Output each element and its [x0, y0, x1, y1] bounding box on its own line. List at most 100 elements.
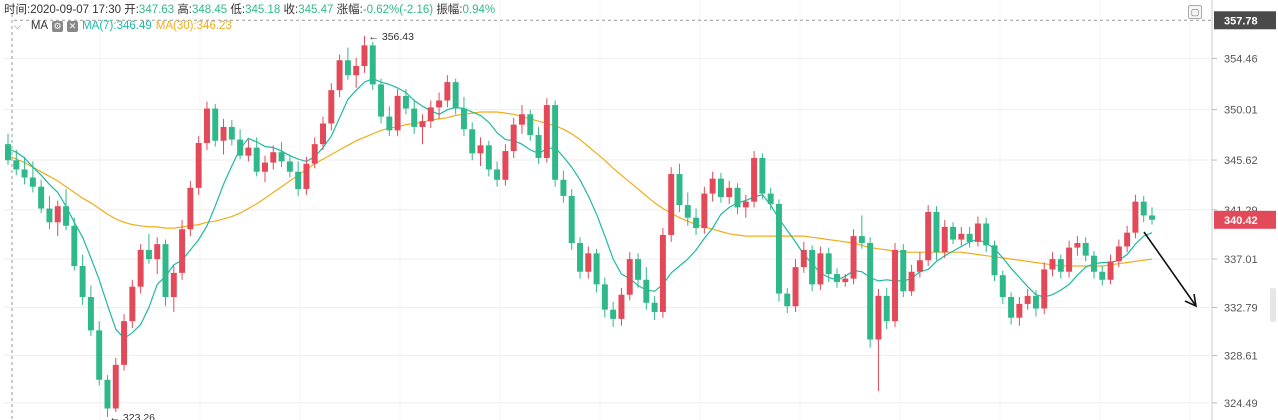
candle-body	[436, 100, 443, 108]
candle-body	[577, 243, 583, 272]
close-icon[interactable]: ✕	[67, 20, 79, 32]
candle-body	[121, 321, 128, 365]
annotations: ← 356.43 ← 323.26	[109, 31, 1198, 420]
candle-body	[618, 294, 625, 319]
candle-body	[734, 187, 741, 208]
candle-body	[1032, 295, 1039, 309]
chevron-down-icon[interactable]: ⌵	[14, 20, 21, 31]
candle-body	[1107, 261, 1114, 280]
candle-body	[933, 211, 940, 253]
candle-body	[958, 233, 965, 240]
candle-body	[29, 177, 36, 187]
candle-body	[336, 60, 343, 91]
candle-body	[328, 90, 335, 124]
ma-label: MA	[30, 20, 49, 32]
candle-body	[361, 45, 368, 67]
candle-body	[701, 193, 708, 229]
axis-tick-label: 354.46	[1224, 53, 1258, 65]
ma7-polyline	[7, 78, 1153, 340]
candle-body	[369, 45, 376, 85]
candle-body	[1066, 247, 1073, 272]
ma7-line	[7, 78, 1153, 340]
candle-body	[79, 265, 86, 298]
candle-body	[195, 143, 202, 188]
candle-body	[1074, 243, 1081, 248]
axis-tick-label: 345.62	[1224, 155, 1258, 167]
candle-body	[278, 152, 285, 162]
candle-body	[784, 293, 791, 307]
candle-body	[568, 195, 575, 244]
candle-body	[552, 105, 559, 180]
candle-body	[1149, 215, 1155, 220]
candle-body	[543, 105, 550, 158]
candle-body	[999, 275, 1006, 298]
candle-body	[1124, 232, 1131, 247]
candle-body	[145, 249, 152, 260]
candle-body	[494, 169, 501, 180]
ohlc-info-bar: 时间:2020-09-07 17:30 开:347.63 高:348.45 低:…	[4, 1, 495, 17]
candle-body	[800, 249, 807, 268]
candle-body	[775, 203, 782, 294]
axis-tick-label: 332.79	[1224, 302, 1258, 314]
candle-body	[676, 174, 683, 206]
candle-body	[892, 249, 898, 322]
candle-body	[726, 187, 733, 198]
candle-body	[502, 151, 509, 180]
candle-body	[834, 274, 840, 283]
candle-body	[850, 236, 857, 279]
open-value: 347.63	[138, 4, 175, 16]
axis-scroll-handle[interactable]	[1270, 288, 1276, 322]
candle-body	[966, 233, 973, 242]
candle-body	[908, 271, 915, 292]
open-label: 开:	[124, 4, 139, 16]
candle-body	[220, 126, 227, 141]
candle-body	[386, 116, 393, 131]
candle-body	[983, 223, 990, 246]
low-label: 低:	[230, 4, 246, 16]
time-value: 2020-09-07 17:30	[30, 4, 122, 16]
top-price-box	[1214, 11, 1276, 30]
candle-body	[817, 253, 824, 285]
top-price-label: 357.78	[1224, 15, 1258, 27]
candle-body	[112, 364, 119, 409]
candle-body	[518, 114, 525, 125]
expand-icon[interactable]: ▢	[1188, 5, 1202, 19]
change-label: 涨幅:	[336, 4, 363, 16]
candle-body	[96, 330, 103, 380]
candle-body	[154, 244, 161, 260]
candle-body	[187, 187, 194, 230]
candle-body	[1008, 297, 1015, 318]
candle-body	[427, 107, 434, 122]
candle-body	[610, 309, 617, 319]
grid-lines	[4, 0, 1212, 420]
candle-body	[635, 259, 642, 280]
trend-arrow-head	[1184, 293, 1198, 308]
candle-body	[104, 379, 111, 409]
candle-body	[659, 234, 666, 312]
candle-body	[593, 253, 600, 285]
candle-body	[245, 147, 252, 156]
ma7-value: MA(7):346.49	[82, 20, 152, 32]
candle-body	[751, 157, 758, 202]
candle-body	[419, 121, 426, 127]
time-label: 时间:	[4, 4, 31, 16]
candle-body	[875, 295, 882, 340]
axis-tick-label: 350.01	[1224, 105, 1258, 117]
candle-body	[1132, 201, 1139, 233]
gear-icon[interactable]: ⚙	[52, 20, 64, 32]
candle-body	[21, 169, 28, 178]
price-axis: 354.46350.01345.62341.29337.01332.79328.…	[1211, 0, 1278, 420]
candle-body	[651, 302, 658, 312]
candle-body	[941, 226, 948, 253]
current-price-box	[1214, 210, 1276, 229]
candle-body	[477, 145, 484, 154]
candle-body	[717, 178, 724, 198]
candle-body	[469, 129, 476, 154]
candle-body	[162, 244, 169, 298]
candle-body	[402, 95, 409, 109]
candle-body	[228, 126, 235, 140]
candle-body	[212, 108, 219, 141]
candle-body	[203, 108, 210, 144]
candle-body	[1082, 243, 1089, 256]
